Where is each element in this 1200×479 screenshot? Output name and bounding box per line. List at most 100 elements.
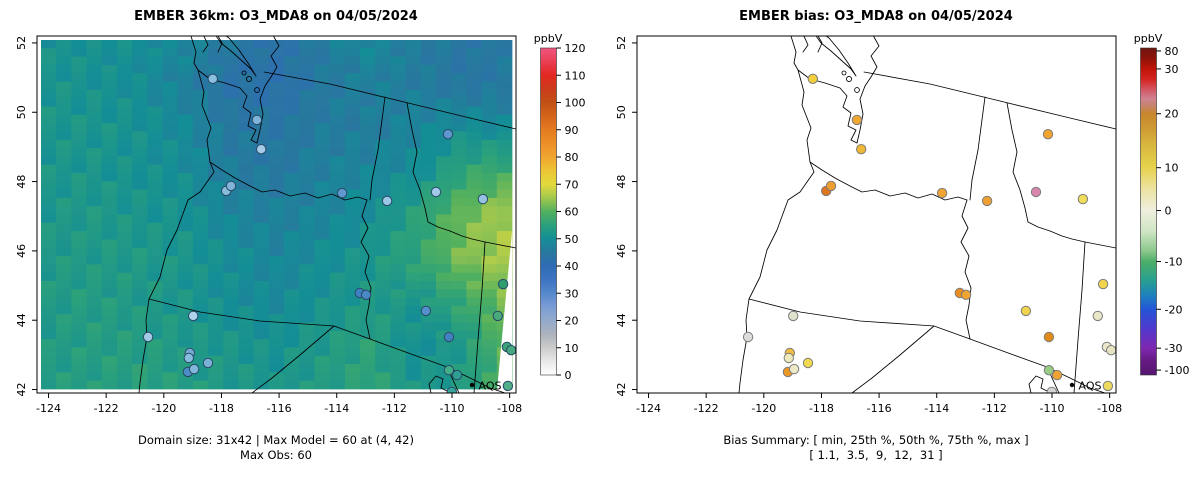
station-marker: [1030, 186, 1042, 198]
x-tick-label: -110: [1040, 402, 1065, 415]
station-marker: [802, 357, 814, 369]
colorbar-tick-label: 70: [565, 178, 579, 191]
model-map-caption-maxobs: Max Obs: 60: [240, 448, 312, 462]
y-tick-label: 44: [15, 313, 28, 327]
state-borders: [738, 36, 1116, 393]
station-marker: [207, 73, 219, 85]
state-borders: [138, 36, 516, 393]
colorbar-tick-label: 10: [565, 342, 579, 355]
border-line: [473, 241, 486, 393]
station-marker: [497, 278, 509, 290]
border-line: [484, 241, 516, 249]
station-marker: [1097, 278, 1109, 290]
border-line: [809, 161, 968, 201]
bias-station-markers: [742, 73, 1116, 393]
station-marker: [856, 144, 867, 155]
colorbar-tick-label: 50: [565, 233, 579, 246]
station-marker: [360, 289, 372, 300]
border-line: [738, 36, 815, 393]
station-marker: [225, 180, 237, 192]
border-line: [406, 102, 486, 243]
station-marker: [442, 129, 454, 140]
station-marker: [1102, 380, 1114, 392]
bias-colorbar-label: ppbV: [1134, 32, 1163, 45]
station-marker: [502, 380, 514, 392]
station-marker: [1043, 331, 1055, 343]
model-map-inner: AQS: [41, 36, 516, 393]
station-marker: [1042, 129, 1054, 140]
colorbar-tick-label: 80: [565, 151, 579, 164]
station-marker: [825, 180, 837, 192]
border-line: [202, 36, 209, 53]
bias-axes: -124 -122 -120 -118 -116 -114 -112 -110 -108 52 50…: [615, 36, 1122, 415]
y-tick-label: 44: [615, 313, 628, 327]
y-tick-label: 48: [15, 175, 28, 189]
colorbar-tick-label: 60: [565, 206, 579, 219]
colorbar-bar: [1140, 47, 1157, 376]
station-marker: [420, 305, 432, 317]
colorbar-tick-label: -20: [1165, 303, 1183, 316]
model-map-title: EMBER 36km: O3_MDA8 on 04/05/2024: [134, 9, 418, 24]
bias-map-title: EMBER bias: O3_MDA8 on 04/05/2024: [739, 9, 1013, 24]
border-line: [138, 36, 215, 393]
border-line: [369, 96, 386, 201]
colorbar-tick-label: 10: [1165, 162, 1179, 175]
island-outline: [841, 70, 847, 76]
x-tick-label: -120: [751, 402, 776, 415]
x-tick-label: -122: [94, 402, 119, 415]
colorbar-tick-label: 90: [565, 124, 579, 137]
station-marker: [443, 331, 455, 343]
station-marker: [381, 195, 393, 207]
border-line: [863, 71, 1116, 130]
x-tick-label: -116: [267, 402, 292, 415]
border-line: [1006, 102, 1086, 243]
station-marker: [1046, 386, 1057, 393]
aqs-legend-label: AQS: [1079, 380, 1102, 393]
station-marker: [188, 363, 200, 375]
bias-map-inner: AQS: [738, 36, 1116, 393]
x-tick-label: -114: [324, 402, 349, 415]
x-tick-label: -120: [151, 402, 176, 415]
bias-map-graphics: AQS -124 -122 -120 -118 -116 -114 -112 -110 -108 5…: [615, 35, 1190, 415]
colorbar-tick-label: -10: [1165, 256, 1183, 269]
colorbar-tick-label: 0: [1165, 205, 1172, 218]
station-marker: [256, 144, 267, 155]
border-line: [969, 96, 986, 201]
border-line: [815, 36, 857, 77]
island-outline: [845, 75, 853, 83]
model-map-caption-domain: Domain size: 31x42 | Max Model = 60 at (…: [138, 433, 414, 447]
y-tick-label: 42: [15, 383, 28, 397]
colorbar-tick-label: 30: [565, 287, 579, 300]
x-tick-label: -118: [809, 402, 834, 415]
border-line: [748, 298, 1106, 393]
model-colorbar: 0 10 20 30 40 50 60 70 80 90 100 110 120: [540, 42, 586, 382]
border-line: [263, 71, 516, 130]
y-tick-label: 42: [615, 383, 628, 397]
colorbar-tick-label: -30: [1165, 342, 1183, 355]
model-raster: [41, 40, 513, 390]
station-marker: [1051, 369, 1063, 381]
colorbar-tick-label: 100: [565, 97, 586, 110]
station-marker: [788, 310, 799, 322]
model-colorbar-label: ppbV: [534, 32, 563, 45]
border-line: [1028, 375, 1050, 393]
station-marker: [1077, 193, 1089, 205]
station-marker: [783, 352, 795, 364]
border-line: [251, 325, 335, 393]
island-outline: [854, 87, 860, 93]
x-tick-label: -108: [497, 402, 522, 415]
colorbar-tick-label: -100: [1165, 364, 1190, 377]
model-axes: -124 -122 -120 -118 -116 -114 -112 -110 -108 52 50…: [15, 36, 522, 415]
aqs-legend-dot: [1069, 382, 1075, 388]
aqs-legend: AQS: [1069, 380, 1102, 393]
station-marker: [202, 357, 214, 369]
y-tick-label: 46: [15, 244, 28, 258]
x-tick-label: -124: [636, 402, 661, 415]
station-marker: [451, 369, 463, 381]
bias-map-panel: AQS -124 -122 -120 -118 -116 -114 -112 -110 -108 5…: [600, 0, 1200, 479]
island-outline: [241, 70, 247, 76]
station-marker: [430, 186, 442, 198]
colorbar-tick-label: 40: [565, 260, 579, 273]
y-tick-label: 50: [615, 105, 628, 119]
